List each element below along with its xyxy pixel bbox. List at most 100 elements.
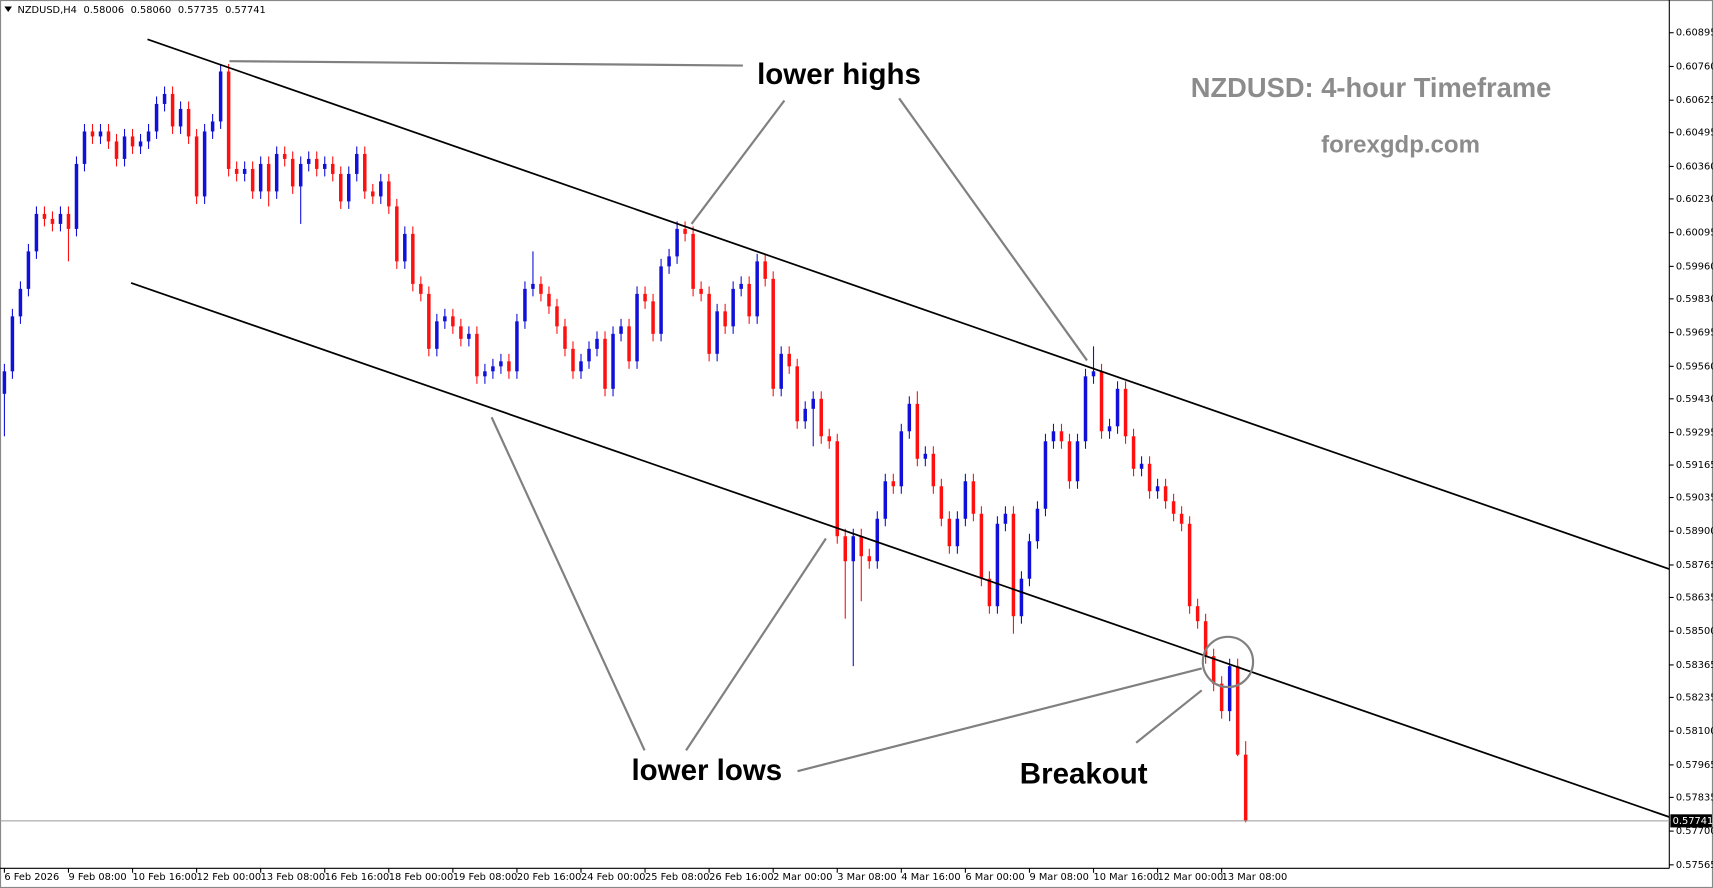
x-tick-label: 6 Feb 2026	[4, 872, 59, 883]
candle-body	[611, 333, 615, 389]
y-tick-label: 0.57965	[1676, 760, 1713, 771]
x-tick-label: 10 Feb 16:00	[133, 872, 197, 883]
candle-body	[1067, 441, 1072, 482]
y-tick-label: 0.59960	[1676, 261, 1713, 272]
annotation-text: lower highs	[757, 58, 921, 91]
candle-body	[571, 348, 575, 372]
candle-body	[1203, 621, 1208, 657]
candle-body	[1075, 441, 1080, 482]
candle-body	[939, 486, 944, 519]
candle-body	[178, 108, 183, 127]
candle-body	[915, 403, 920, 459]
candle-body	[675, 228, 679, 257]
candle-body	[90, 131, 95, 137]
candle-body	[955, 518, 960, 547]
candle-body	[58, 213, 63, 224]
candle-body	[1131, 436, 1136, 469]
candle-body	[186, 108, 191, 137]
y-tick-label: 0.59430	[1676, 394, 1713, 405]
candle-body	[387, 181, 391, 207]
candle-body	[2, 371, 7, 394]
candle-body	[891, 481, 896, 487]
candle-body	[122, 136, 127, 159]
candle-body	[1187, 523, 1192, 607]
candle-body	[218, 71, 223, 122]
candle-body	[1227, 666, 1232, 712]
upper-channel-line	[147, 38, 1670, 570]
candle-body	[130, 136, 135, 147]
chart-title: NZDUSD: 4-hour Timeframe	[1191, 72, 1552, 103]
candle-body	[50, 218, 55, 224]
x-tick-label: 13 Feb 08:00	[261, 872, 325, 883]
candle-body	[699, 288, 703, 294]
candle-body	[274, 153, 279, 192]
y-tick-label: 0.60230	[1676, 194, 1713, 205]
x-tick-label: 26 Feb 16:00	[709, 872, 773, 883]
candle-body	[747, 283, 751, 317]
candle-body	[683, 228, 687, 234]
x-tick-label: 12 Mar 00:00	[1158, 872, 1224, 883]
candle-body	[1235, 666, 1240, 755]
candle-body	[266, 163, 271, 192]
candle-body	[651, 301, 655, 334]
candle-body	[106, 131, 111, 142]
candle-body	[226, 71, 231, 169]
candle-body	[306, 158, 311, 164]
candle-body	[627, 326, 631, 362]
candle-body	[507, 361, 511, 372]
candle-body	[435, 321, 439, 349]
candle-body	[987, 578, 992, 607]
candle-body	[739, 283, 743, 289]
candle-body	[875, 518, 880, 562]
candle-body	[1019, 578, 1024, 617]
y-tick-label: 0.58100	[1676, 726, 1713, 737]
candle-body	[803, 408, 807, 422]
candle-body	[883, 481, 888, 519]
candle-body	[371, 191, 375, 197]
candle-body	[691, 233, 695, 289]
x-tick-label: 4 Mar 16:00	[901, 872, 960, 883]
header-value: 0.58060	[131, 5, 172, 16]
candle-body	[1051, 431, 1056, 442]
header-value: 0.57735	[178, 5, 219, 16]
plot-area	[2, 63, 1248, 823]
y-tick-label: 0.59035	[1676, 493, 1713, 504]
candle-body	[531, 283, 535, 289]
candle-body	[1027, 541, 1032, 579]
x-tick-label: 18 Feb 00:00	[389, 872, 453, 883]
header-value: 0.57741	[225, 5, 266, 16]
lower-channel-line	[130, 282, 1670, 818]
candle-body	[1107, 426, 1112, 432]
y-tick-label: 0.58635	[1676, 592, 1713, 603]
candle-body	[411, 233, 415, 284]
candle-body	[82, 131, 87, 164]
candle-body	[1059, 431, 1064, 442]
x-tick-label: 10 Mar 16:00	[1094, 872, 1160, 883]
candle-body	[1115, 388, 1120, 427]
candle-body	[539, 283, 543, 294]
candle-body	[1083, 376, 1088, 442]
current-price-label: 0.57741	[1673, 816, 1713, 827]
candle-body	[859, 536, 864, 557]
candle-body	[42, 213, 47, 219]
candle-body	[1139, 463, 1144, 469]
symbol-icon	[4, 6, 13, 13]
candle-body	[947, 518, 952, 547]
y-tick-label: 0.57700	[1676, 826, 1713, 837]
candle-body	[242, 168, 247, 174]
y-tick-label: 0.57835	[1676, 792, 1713, 803]
annotation-line	[229, 60, 743, 67]
candle-body	[202, 131, 207, 197]
candle-body	[194, 136, 199, 197]
candle-body	[1171, 501, 1176, 514]
candle-body	[635, 293, 639, 362]
candle-body	[467, 333, 471, 339]
x-tick-label: 3 Mar 08:00	[837, 872, 896, 883]
candle-body	[907, 403, 912, 432]
annotation-text: lower lows	[631, 754, 782, 787]
candle-body	[595, 338, 599, 349]
candle-body	[114, 141, 119, 159]
y-tick-label: 0.59830	[1676, 294, 1713, 305]
